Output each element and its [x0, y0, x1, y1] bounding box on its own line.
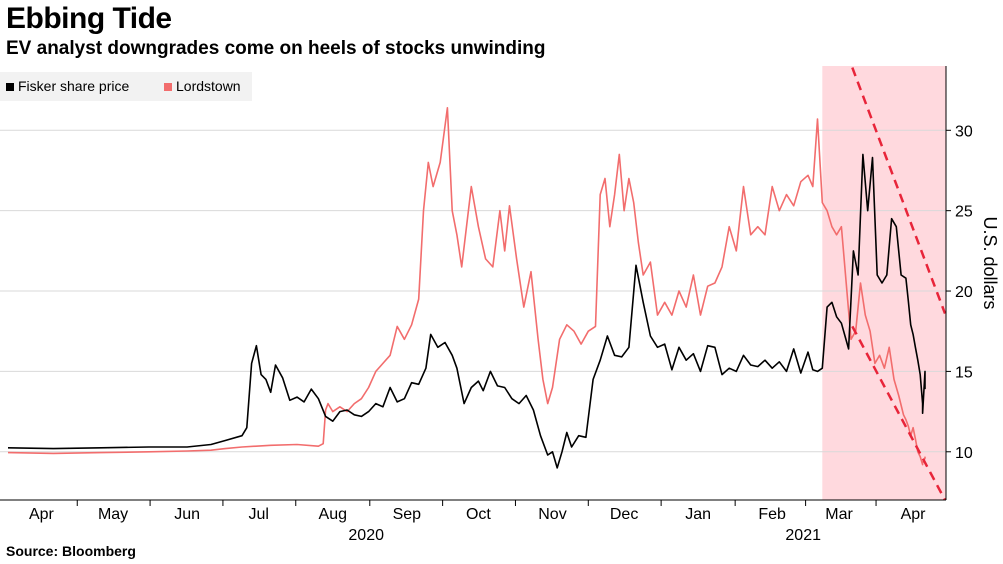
- highlight-band-fill: [822, 66, 946, 500]
- x-tick-label: Sep: [393, 506, 422, 523]
- x-tick-label: Apr: [29, 506, 55, 523]
- year-label: 2020: [348, 527, 384, 544]
- x-tick-label: Aug: [319, 506, 347, 523]
- x-tick-label: Jul: [249, 506, 269, 523]
- x-tick-label: Oct: [466, 506, 491, 523]
- trend-lines: [851, 67, 947, 501]
- y-tick-label: 25: [955, 204, 973, 221]
- axes: 10 15 20 25 30 Apr May Jun Jul Aug Sep Oct Nov Dec Jan…: [0, 66, 1000, 544]
- legend-swatch-fisker: [6, 83, 14, 91]
- source-note: Source: Bloomberg: [6, 543, 136, 559]
- x-tick-label: Nov: [538, 506, 566, 523]
- x-tick-label: May: [98, 506, 128, 523]
- legend-label-lordstown: Lordstown: [176, 78, 241, 94]
- x-tick-label: Jan: [685, 506, 711, 523]
- chart-subtitle: EV analyst downgrades come on heels of s…: [6, 38, 546, 59]
- legend-swatch-lordstown: [164, 83, 172, 91]
- year-label: 2021: [785, 527, 821, 544]
- lordstown-series-line: [7, 107, 926, 466]
- x-tick-label: Apr: [901, 506, 927, 523]
- legend-box: [0, 72, 252, 101]
- y-tick-label: 30: [955, 123, 973, 140]
- x-tick-label: Feb: [758, 506, 786, 523]
- y-tick-label: 15: [955, 364, 973, 381]
- chart-title: Ebbing Tide: [6, 2, 172, 35]
- gridlines: [0, 129, 946, 453]
- y-axis-title: U.S. dollars: [980, 216, 1000, 309]
- x-tick-label: Dec: [610, 506, 638, 523]
- x-tick-label: Mar: [825, 506, 853, 523]
- highlight-band: [822, 66, 946, 500]
- series-lines: [7, 107, 926, 469]
- x-tick-label: Jun: [174, 506, 200, 523]
- y-tick-label: 10: [955, 445, 973, 462]
- y-tick-label: 20: [955, 284, 973, 301]
- legend: Fisker share price Lordstown: [0, 72, 252, 101]
- fisker-series-line: [7, 153, 926, 469]
- legend-label-fisker: Fisker share price: [18, 78, 129, 94]
- lower-trend-line: [851, 325, 947, 501]
